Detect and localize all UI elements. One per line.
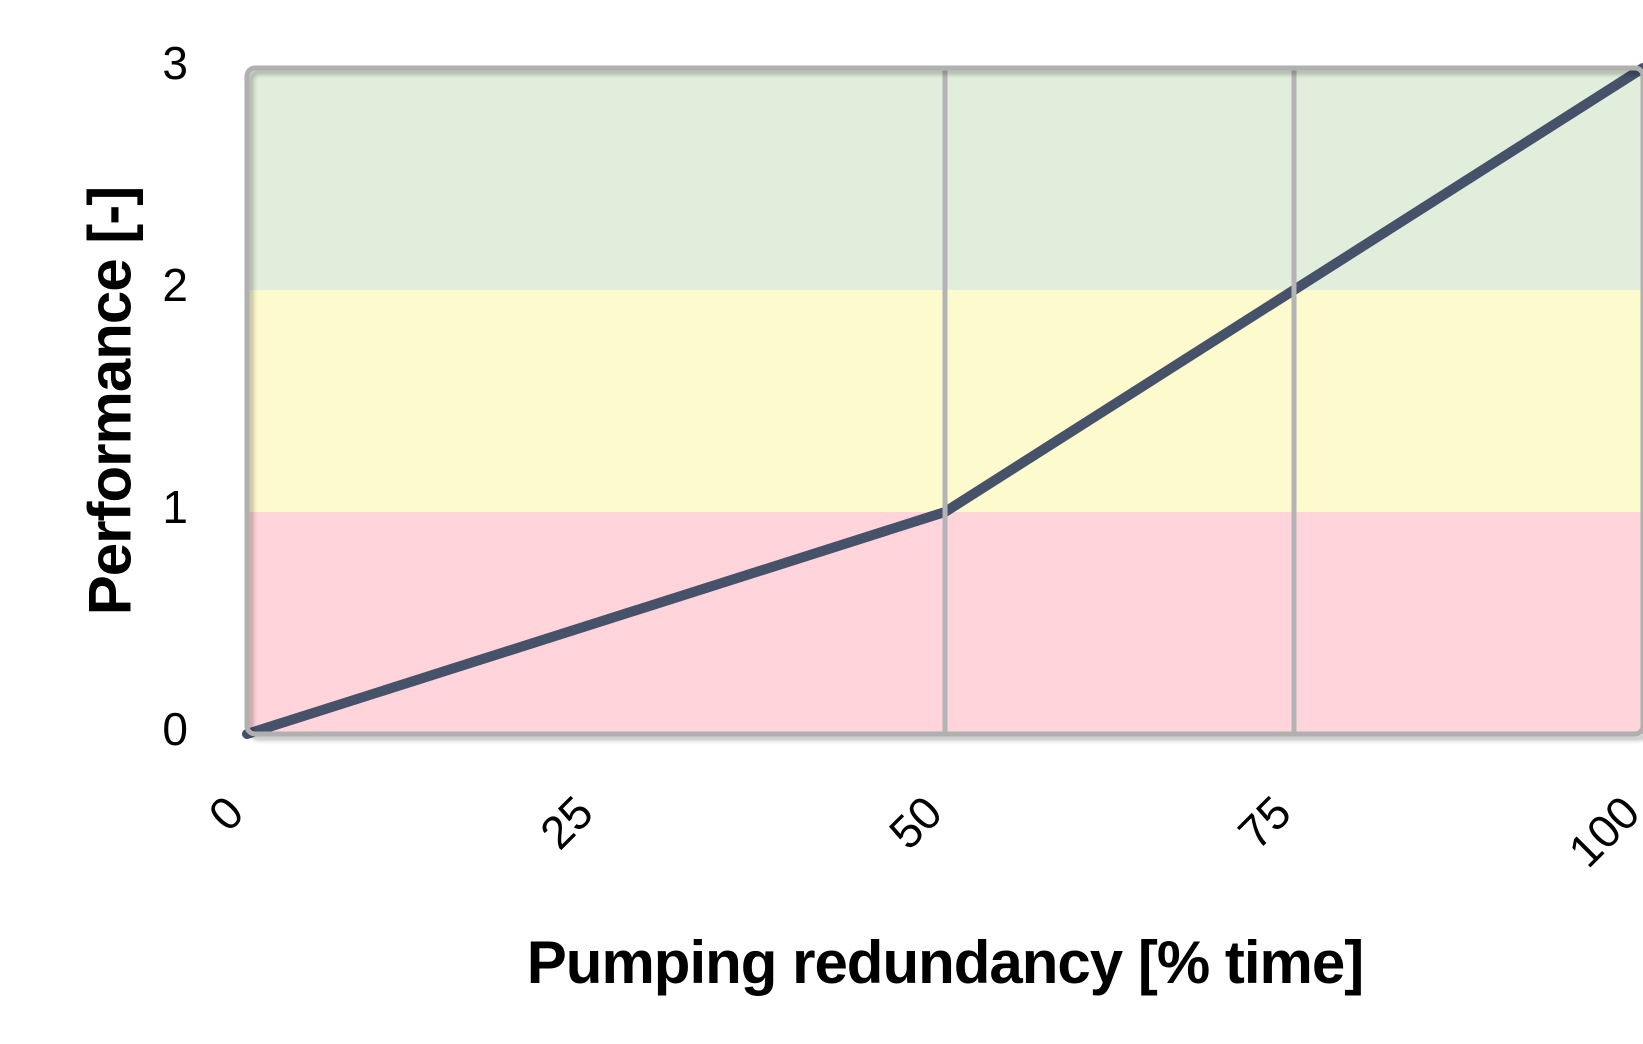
y-tick-label: 3 xyxy=(162,37,188,89)
chart-canvas xyxy=(242,63,1643,739)
performance-line-group xyxy=(242,63,1643,739)
y-tick-label: 0 xyxy=(162,703,188,755)
y-tick-label: 2 xyxy=(162,259,188,311)
y-tick-label: 1 xyxy=(162,481,188,533)
x-axis-title: Pumping redundancy [% time] xyxy=(526,929,1364,996)
performance-line xyxy=(242,63,1643,739)
plot-border xyxy=(244,65,1643,737)
y-axis-title: Performance [-] xyxy=(76,186,144,616)
gridlines xyxy=(942,68,1297,734)
plot-border-group xyxy=(244,65,1643,737)
